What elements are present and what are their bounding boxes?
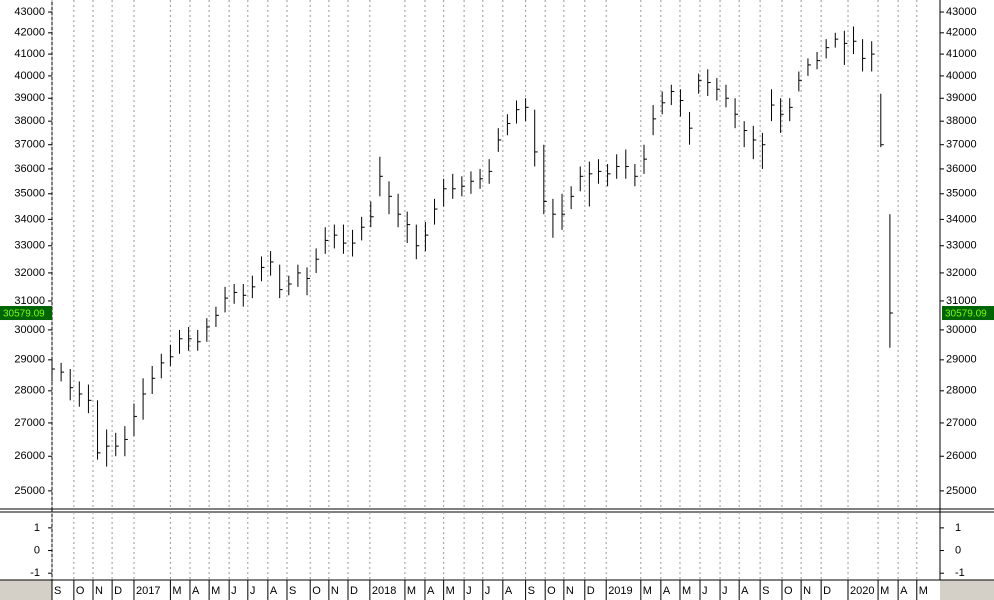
- x-tick-label: J: [250, 585, 256, 597]
- x-tick-label: D: [114, 585, 122, 597]
- y-tick-label: 35000: [946, 188, 977, 200]
- y-tick-label: 40000: [14, 70, 45, 82]
- y-tick-label: 39000: [14, 92, 45, 104]
- y-tick-label: 41000: [14, 48, 45, 60]
- x-tick-label: A: [663, 585, 671, 597]
- x-tick-label: A: [427, 585, 435, 597]
- y-tick-label: 37000: [14, 139, 45, 151]
- x-tick-label: 2020: [850, 585, 874, 597]
- corner: [940, 580, 994, 600]
- last-price-box: 30579.09: [942, 306, 994, 321]
- y-tick-label: 36000: [14, 163, 45, 175]
- y-tick-label: 25000: [14, 485, 45, 497]
- x-tick-label: J: [231, 585, 237, 597]
- y-tick-label: 25000: [946, 485, 977, 497]
- x-tick-label: N: [95, 585, 103, 597]
- y-tick-label: 33000: [14, 240, 45, 252]
- y-tick-label: 30000: [14, 324, 45, 336]
- x-tick-label: M: [446, 585, 455, 597]
- y-tick-label: 27000: [946, 417, 977, 429]
- x-tick-label: 2019: [608, 585, 632, 597]
- x-tick-label: J: [485, 585, 491, 597]
- x-tick-label: A: [270, 585, 278, 597]
- x-tick-label: S: [289, 585, 296, 597]
- y-tick-label: 33000: [946, 240, 977, 252]
- y-tick-label: 43000: [14, 6, 45, 18]
- y-tick-label: 31000: [14, 295, 45, 307]
- y-tick-label: 42000: [14, 27, 45, 39]
- x-tick-label: S: [528, 585, 535, 597]
- x-tick-label: O: [312, 585, 321, 597]
- last-price-box: 30579.09: [0, 306, 52, 321]
- x-tick-label: D: [350, 585, 358, 597]
- y-tick-label: 1: [955, 522, 961, 534]
- y-tick-label: 32000: [946, 267, 977, 279]
- y-tick-label: 0: [34, 544, 40, 556]
- x-tick-label: 2017: [136, 585, 160, 597]
- x-tick-label: N: [331, 585, 339, 597]
- y-tick-label: 35000: [14, 188, 45, 200]
- x-tick-label: J: [466, 585, 472, 597]
- x-tick-label: J: [702, 585, 708, 597]
- x-tick-label: D: [823, 585, 831, 597]
- x-tick-label: M: [172, 585, 181, 597]
- x-tick-label: O: [547, 585, 556, 597]
- y-tick-label: 26000: [14, 450, 45, 462]
- x-tick-label: O: [76, 585, 85, 597]
- x-tick-label: O: [784, 585, 793, 597]
- y-tick-label: 27000: [14, 417, 45, 429]
- y-tick-label: 41000: [946, 48, 977, 60]
- y-tick-label: 34000: [946, 213, 977, 225]
- y-tick-label: -1: [955, 567, 965, 579]
- x-tick-label: M: [643, 585, 652, 597]
- y-tick-label: 1: [34, 522, 40, 534]
- x-tick-label: S: [762, 585, 769, 597]
- y-tick-label: 0: [955, 544, 961, 556]
- x-tick-label: M: [211, 585, 220, 597]
- y-tick-label: 38000: [946, 115, 977, 127]
- y-tick-label: 36000: [946, 163, 977, 175]
- y-tick-label: 34000: [14, 213, 45, 225]
- y-tick-label: 42000: [946, 27, 977, 39]
- x-tick-label: A: [900, 585, 908, 597]
- y-tick-label: 26000: [946, 450, 977, 462]
- last-price-label: 30579.09: [3, 309, 45, 320]
- y-tick-label: 31000: [946, 295, 977, 307]
- x-tick-label: M: [880, 585, 889, 597]
- x-tick-label: M: [682, 585, 691, 597]
- x-tick-label: A: [741, 585, 749, 597]
- y-tick-label: 32000: [14, 267, 45, 279]
- y-tick-label: 38000: [14, 115, 45, 127]
- x-tick-label: N: [566, 585, 574, 597]
- y-tick-label: 39000: [946, 92, 977, 104]
- last-price-bg: [0, 306, 52, 321]
- x-tick-label: A: [505, 585, 513, 597]
- y-tick-label: -1: [30, 567, 40, 579]
- last-price-bg: [942, 306, 994, 321]
- y-tick-label: 30000: [946, 324, 977, 336]
- y-tick-label: 29000: [946, 354, 977, 366]
- x-tick-label: D: [587, 585, 595, 597]
- y-tick-label: 29000: [14, 354, 45, 366]
- x-tick-label: J: [722, 585, 728, 597]
- x-tick-label: M: [919, 585, 928, 597]
- y-tick-label: 40000: [946, 70, 977, 82]
- x-tick-label: S: [54, 585, 61, 597]
- corner: [0, 580, 52, 600]
- x-tick-label: N: [803, 585, 811, 597]
- x-tick-label: A: [192, 585, 200, 597]
- x-tick-label: 2018: [372, 585, 396, 597]
- y-tick-label: 28000: [946, 385, 977, 397]
- last-price-label: 30579.09: [945, 309, 987, 320]
- y-tick-label: 37000: [946, 139, 977, 151]
- x-tick-label: M: [407, 585, 416, 597]
- y-tick-label: 28000: [14, 385, 45, 397]
- y-tick-label: 43000: [946, 6, 977, 18]
